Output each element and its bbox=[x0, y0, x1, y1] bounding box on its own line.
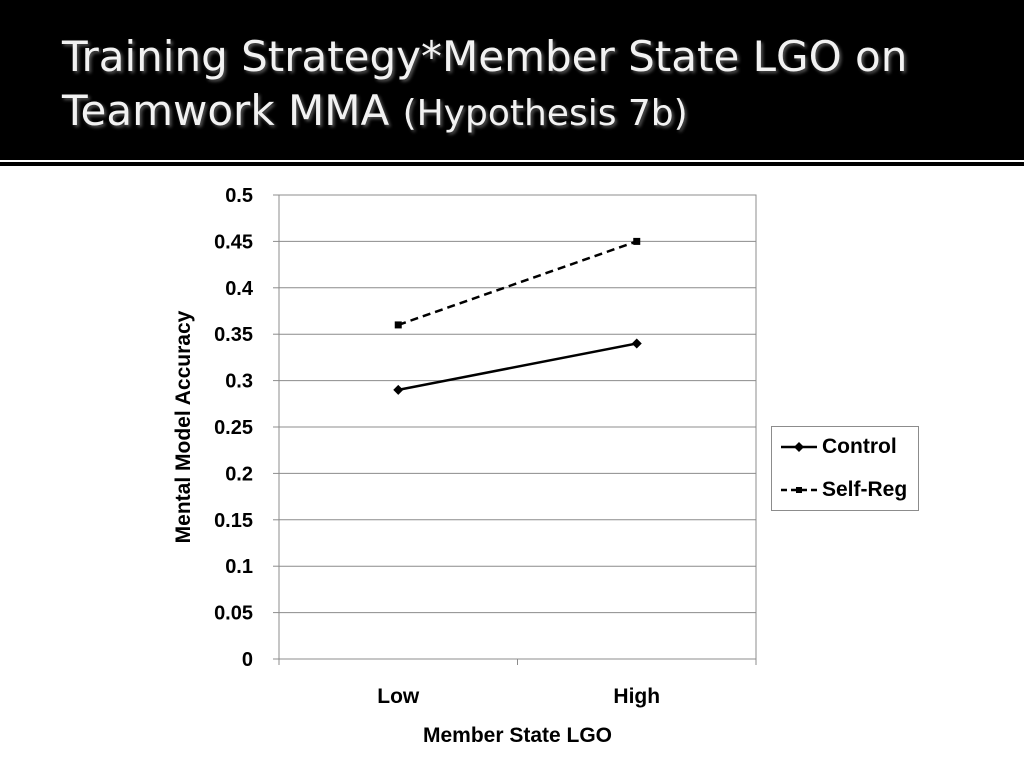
y-tick-label: 0.35 bbox=[214, 324, 253, 346]
y-tick-label: 0.2 bbox=[225, 463, 253, 485]
y-tick-label: 0.5 bbox=[225, 185, 253, 207]
y-axis-title: Mental Model Accuracy bbox=[172, 310, 195, 543]
y-tick-label: 0.15 bbox=[214, 510, 253, 532]
title-bar: Training Strategy*Member State LGO on Te… bbox=[0, 0, 1024, 160]
data-point-self-reg bbox=[633, 237, 641, 245]
y-tick-label: 0.25 bbox=[214, 417, 253, 439]
legend-item-self-reg: Self-Reg bbox=[780, 477, 907, 503]
slide-title: Training Strategy*Member State LGO on Te… bbox=[62, 30, 1002, 141]
legend-label-self-reg: Self-Reg bbox=[822, 478, 908, 501]
series-line-control bbox=[398, 342, 637, 392]
x-axis-title: Member State LGO bbox=[423, 724, 612, 747]
legend-swatch-control bbox=[781, 442, 817, 452]
y-tick-label: 0.3 bbox=[225, 371, 253, 393]
data-point-control bbox=[393, 384, 404, 395]
data-point-self-reg bbox=[394, 321, 402, 329]
legend-swatch-self-reg bbox=[781, 487, 817, 493]
slide-title-sub: (Hypothesis 7b) bbox=[402, 93, 688, 134]
x-tick-label: High bbox=[613, 685, 660, 708]
series-line-self-reg bbox=[397, 240, 638, 327]
y-tick-label: 0.05 bbox=[214, 603, 253, 625]
slide-title-main: Training Strategy*Member State LGO on Te… bbox=[62, 32, 908, 135]
legend-label-control: Control bbox=[822, 435, 897, 458]
chart-legend: Control Self-Reg bbox=[771, 426, 919, 511]
data-point-control bbox=[631, 338, 642, 349]
legend-item-control: Control bbox=[780, 434, 897, 460]
title-divider bbox=[0, 162, 1024, 166]
y-tick-label: 0.45 bbox=[214, 231, 253, 253]
y-tick-label: 0.4 bbox=[225, 278, 254, 300]
y-tick-label: 0.1 bbox=[225, 556, 253, 578]
x-tick-label: Low bbox=[377, 685, 420, 708]
y-tick-label: 0 bbox=[242, 649, 253, 671]
